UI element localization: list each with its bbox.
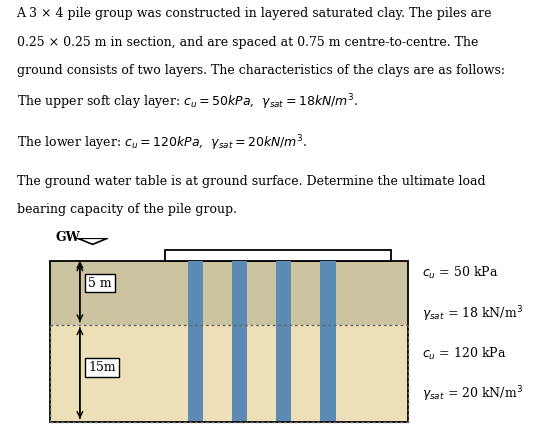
Bar [50,261,408,325]
Text: 0.25 × 0.25 m in section, and are spaced at 0.75 m centre-to-centre. The: 0.25 × 0.25 m in section, and are spaced… [17,36,478,49]
Text: $\gamma_{sat}$ = 20 kN/m$^3$: $\gamma_{sat}$ = 20 kN/m$^3$ [422,385,522,404]
Bar [165,250,391,261]
Bar [50,261,408,422]
Bar [50,325,408,422]
Text: $c_u$ = 120 kPa: $c_u$ = 120 kPa [422,345,506,362]
Text: 15m: 15m [88,361,116,374]
Text: The lower layer: $c_u =120kPa$,  $\gamma_{sat} = 20kN/m^3$.: The lower layer: $c_u =120kPa$, $\gamma_… [17,133,307,153]
Text: The upper soft clay layer: $c_u =50kPa$,  $\gamma_{sat} =18kN/m^3$.: The upper soft clay layer: $c_u =50kPa$,… [17,92,358,112]
Text: $\gamma_{sat}$ = 18 kN/m$^3$: $\gamma_{sat}$ = 18 kN/m$^3$ [422,304,522,324]
Text: 5 m: 5 m [88,277,112,290]
Bar [232,261,247,421]
Bar [276,261,291,421]
Text: The ground water table is at ground surface. Determine the ultimate load: The ground water table is at ground surf… [17,175,485,187]
Text: 1: 1 [271,439,280,440]
Text: bearing capacity of the pile group.: bearing capacity of the pile group. [17,203,236,216]
Text: ground consists of two layers. The characteristics of the clays are as follows:: ground consists of two layers. The chara… [17,64,505,77]
Bar [188,261,203,421]
Text: $c_u$ = 50 kPa: $c_u$ = 50 kPa [422,265,498,281]
Text: A 3 × 4 pile group was constructed in layered saturated clay. The piles are: A 3 × 4 pile group was constructed in la… [17,7,492,20]
Text: GW: GW [55,231,80,244]
Bar [320,261,336,421]
